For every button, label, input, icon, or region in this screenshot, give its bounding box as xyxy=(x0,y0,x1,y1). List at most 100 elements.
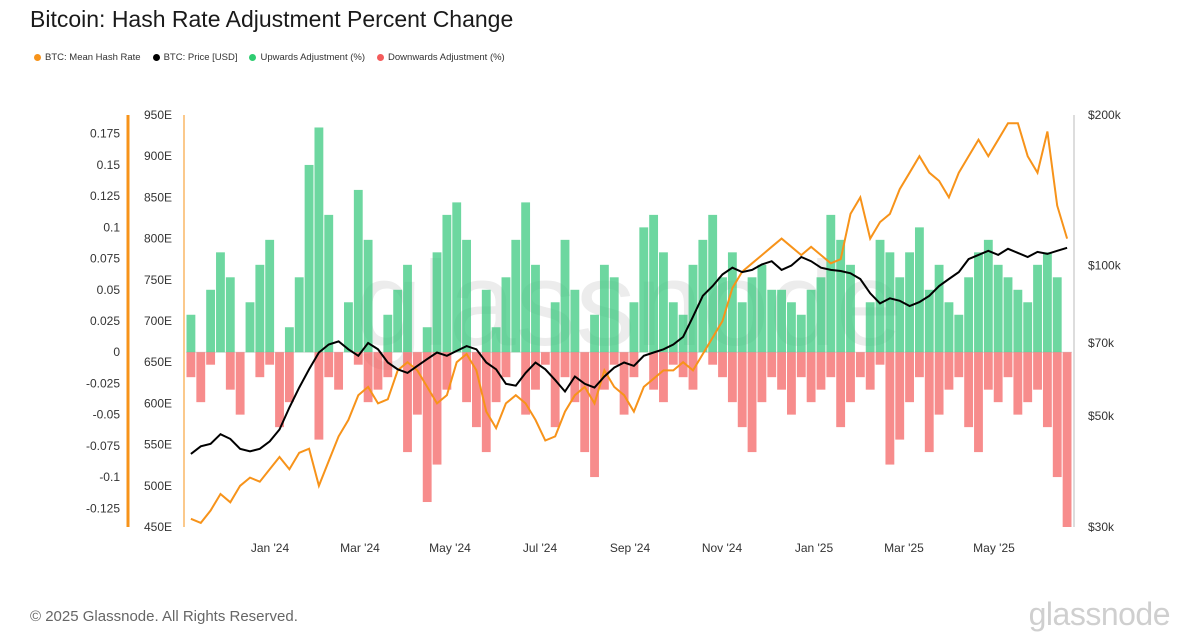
upward-bar xyxy=(668,302,678,353)
downward-bar xyxy=(1052,352,1062,478)
upward-bar xyxy=(491,327,501,353)
upward-bar xyxy=(875,239,885,353)
downward-bar xyxy=(649,352,659,390)
upward-bar xyxy=(255,264,265,353)
upward-bar xyxy=(560,239,570,353)
x-tick-label: Jul '24 xyxy=(523,541,558,555)
upward-bar xyxy=(1052,277,1062,353)
upward-bar xyxy=(383,314,393,353)
downward-bar xyxy=(462,352,471,403)
hashrate-tick-label: 800E xyxy=(144,232,172,246)
downward-bar xyxy=(206,352,216,365)
legend-dot-icon xyxy=(377,54,385,61)
x-tick-label: Jan '24 xyxy=(251,541,290,555)
downward-bar xyxy=(757,352,767,403)
downward-bar xyxy=(934,352,944,415)
upward-bar xyxy=(993,264,1003,353)
downward-bar xyxy=(265,352,275,365)
upward-bar xyxy=(609,277,619,353)
plot-area xyxy=(186,115,1072,527)
downward-bar xyxy=(609,352,619,365)
downward-bar xyxy=(1042,352,1052,428)
downward-bar xyxy=(727,352,737,403)
upward-bar xyxy=(914,227,924,353)
upward-bar xyxy=(206,289,216,353)
upward-bar xyxy=(727,252,737,353)
downward-bar xyxy=(619,352,629,415)
downward-bar xyxy=(186,352,196,378)
downward-bar xyxy=(481,352,491,453)
x-tick-label: May '25 xyxy=(973,541,1015,555)
upward-bar xyxy=(531,264,540,353)
upward-bar xyxy=(363,239,373,353)
upward-bar xyxy=(639,227,649,353)
downward-bar xyxy=(432,352,442,465)
legend: BTC: Mean Hash Rate BTC: Price [USD] Upw… xyxy=(34,52,505,63)
hashrate-tick-label: 600E xyxy=(144,396,172,410)
price-tick-label: $70k xyxy=(1088,336,1115,350)
upward-bar xyxy=(216,252,225,353)
downward-bar xyxy=(777,352,787,390)
downward-bar xyxy=(491,352,501,403)
hash-rate-line xyxy=(190,122,1069,525)
upward-bar xyxy=(895,277,905,353)
upward-bar xyxy=(1033,264,1042,353)
upward-bar xyxy=(225,277,235,353)
price-line xyxy=(190,246,1068,455)
downward-bar xyxy=(924,352,934,453)
downward-bar xyxy=(521,352,531,415)
upward-bar xyxy=(718,277,727,353)
upward-bar xyxy=(393,289,403,353)
adjustment-tick-label: -0.1 xyxy=(99,470,120,484)
upward-bar xyxy=(511,239,521,353)
upward-bar xyxy=(245,302,255,353)
downward-bar xyxy=(718,352,727,378)
legend-item-price[interactable]: BTC: Price [USD] xyxy=(152,52,237,63)
downward-bar xyxy=(796,352,806,378)
downward-bar xyxy=(324,352,334,378)
downward-bar xyxy=(964,352,974,428)
upward-bar xyxy=(432,252,442,353)
upward-bar xyxy=(1003,277,1013,353)
downward-bar xyxy=(747,352,757,453)
chart-plot: glassnode0.1750.150.1250.10.0750.050.025… xyxy=(86,108,1122,555)
chart-title: Bitcoin: Hash Rate Adjustment Percent Ch… xyxy=(30,6,514,32)
upward-bar xyxy=(353,189,363,353)
downward-bar xyxy=(471,352,481,428)
upward-bar xyxy=(599,264,609,353)
upward-bar xyxy=(501,277,511,353)
downward-bar xyxy=(767,352,777,378)
downward-bar xyxy=(875,352,885,365)
upward-bar xyxy=(550,302,560,353)
downward-bar xyxy=(412,352,422,415)
hashrate-tick-label: 700E xyxy=(144,314,172,328)
legend-item-hash-rate[interactable]: BTC: Mean Hash Rate xyxy=(34,52,141,63)
downward-bar xyxy=(1013,352,1023,415)
downward-bar xyxy=(540,352,550,365)
upward-bar xyxy=(570,289,580,353)
downward-bar xyxy=(255,352,265,378)
legend-item-upwards[interactable]: Upwards Adjustment (%) xyxy=(249,52,365,63)
upward-bar xyxy=(944,302,954,353)
hashrate-tick-label: 550E xyxy=(144,438,172,452)
downward-bar xyxy=(580,352,590,453)
upward-bar xyxy=(983,239,993,353)
upward-bar xyxy=(905,252,914,353)
upward-bar xyxy=(964,277,974,353)
upward-bar xyxy=(757,264,767,353)
upward-bar xyxy=(590,314,599,353)
legend-item-downwards[interactable]: Downwards Adjustment (%) xyxy=(377,52,505,63)
downward-bar xyxy=(865,352,875,390)
upward-bar xyxy=(865,302,875,353)
downward-bar xyxy=(895,352,905,440)
adjustment-tick-label: 0.05 xyxy=(97,283,121,297)
upward-bar xyxy=(678,314,688,353)
price-tick-label: $30k xyxy=(1088,520,1115,534)
legend-label: Upwards Adjustment (%) xyxy=(260,52,366,63)
adjustment-tick-label: 0.075 xyxy=(90,252,120,266)
downward-bar xyxy=(885,352,895,465)
downward-bar xyxy=(954,352,964,378)
x-tick-label: May '24 xyxy=(429,541,471,555)
upward-bar xyxy=(324,214,334,353)
x-tick-label: Jan '25 xyxy=(795,541,834,555)
